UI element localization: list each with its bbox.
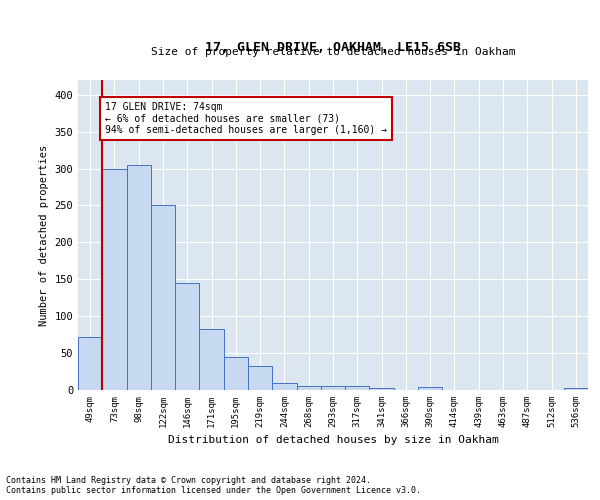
Bar: [370, 388, 394, 390]
Bar: [272, 384, 296, 390]
Bar: [102, 168, 127, 390]
Bar: [321, 386, 345, 390]
Bar: [345, 386, 370, 390]
Bar: [175, 283, 199, 390]
Y-axis label: Number of detached properties: Number of detached properties: [39, 144, 49, 326]
Text: Contains HM Land Registry data © Crown copyright and database right 2024.
Contai: Contains HM Land Registry data © Crown c…: [6, 476, 421, 495]
Text: 17 GLEN DRIVE: 74sqm
← 6% of detached houses are smaller (73)
94% of semi-detach: 17 GLEN DRIVE: 74sqm ← 6% of detached ho…: [105, 102, 387, 136]
Title: Size of property relative to detached houses in Oakham: Size of property relative to detached ho…: [151, 47, 515, 57]
X-axis label: Distribution of detached houses by size in Oakham: Distribution of detached houses by size …: [167, 436, 499, 446]
Bar: [224, 357, 248, 390]
Bar: [296, 386, 321, 390]
Bar: [199, 328, 224, 390]
Bar: [248, 366, 272, 390]
Bar: [564, 388, 588, 390]
Bar: [151, 206, 175, 390]
Text: 17, GLEN DRIVE, OAKHAM, LE15 6SB: 17, GLEN DRIVE, OAKHAM, LE15 6SB: [205, 40, 461, 54]
Bar: [127, 165, 151, 390]
Bar: [78, 337, 102, 390]
Bar: [418, 387, 442, 390]
